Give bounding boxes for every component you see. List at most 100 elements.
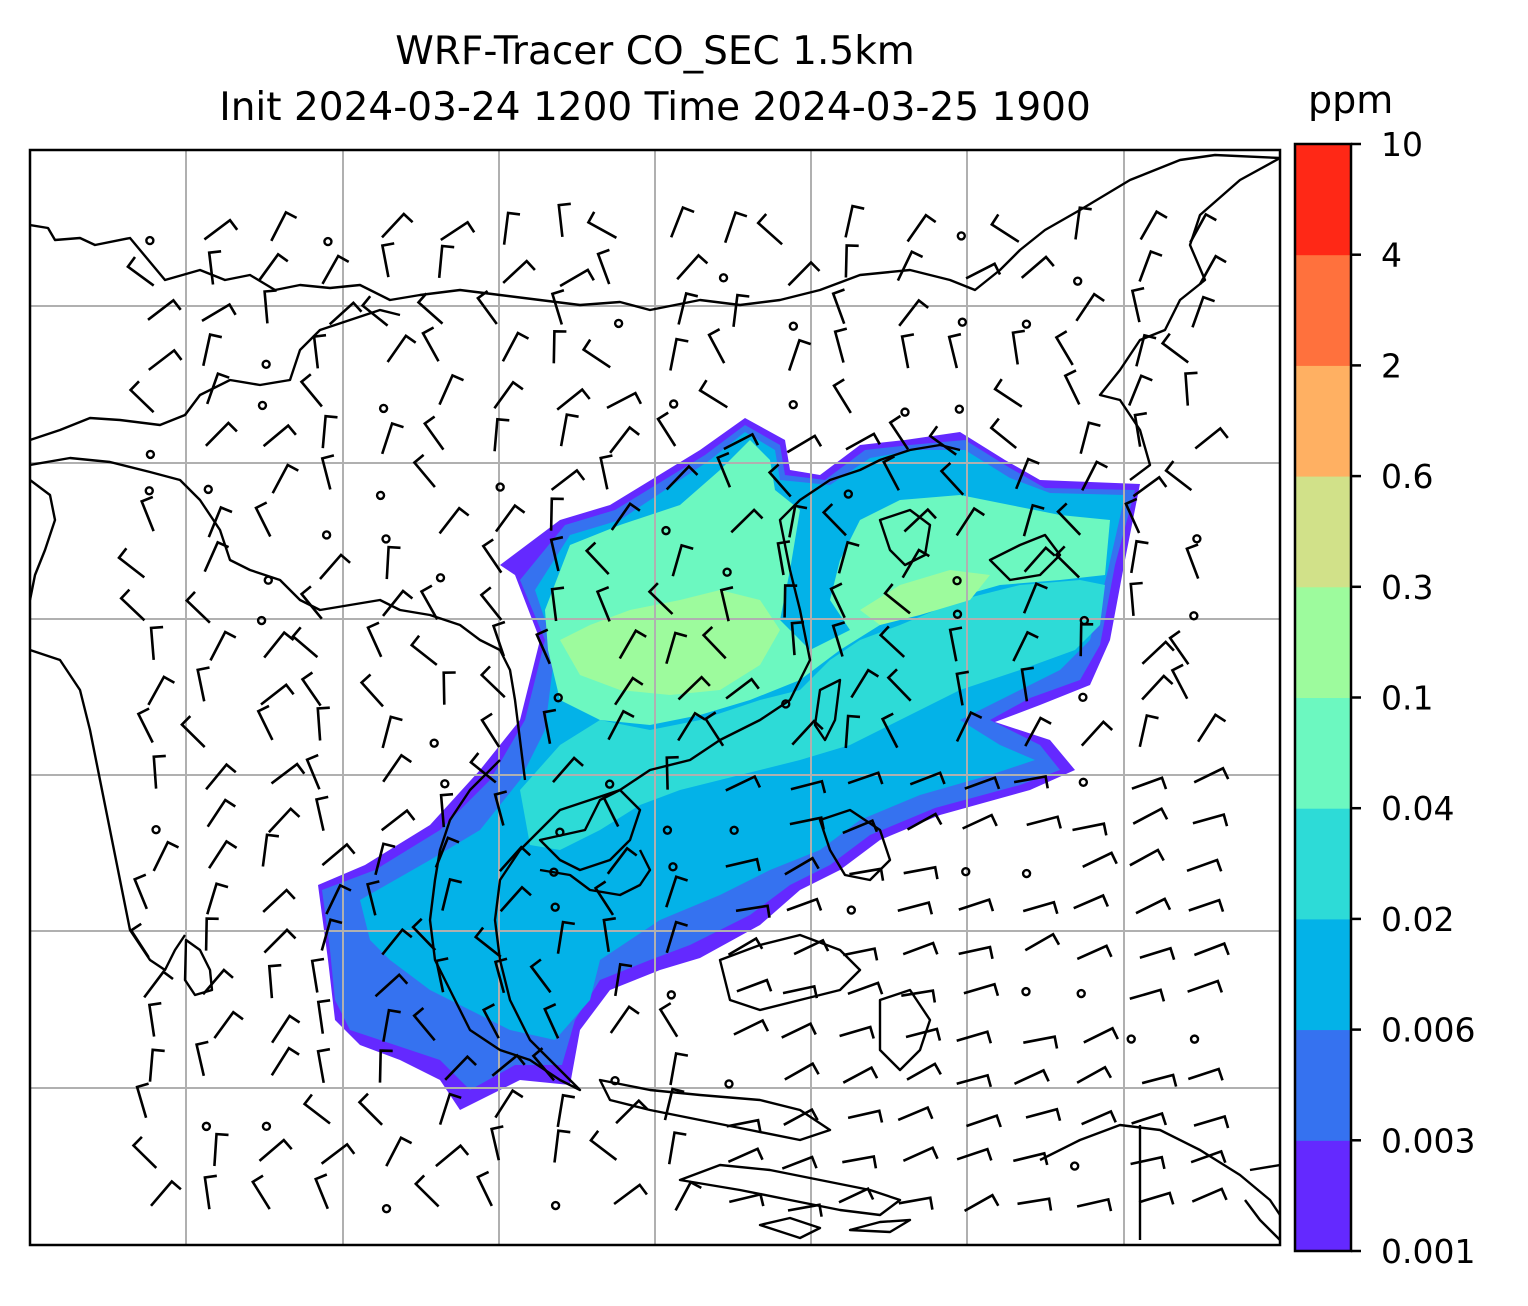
wind-barb: [844, 714, 861, 749]
wind-barb: [263, 928, 297, 954]
calm-wind-marker: [145, 449, 156, 460]
wind-barb: [531, 1047, 556, 1082]
wind-barb: [1188, 898, 1225, 913]
calm-wind-marker: [604, 779, 615, 789]
wind-barb: [1193, 1114, 1230, 1129]
wind-barb: [316, 706, 330, 741]
wind-barb: [1131, 776, 1168, 790]
wind-barb: [152, 754, 166, 789]
wind-barb: [550, 586, 565, 622]
wind-barb: [589, 1130, 618, 1161]
wind-barb: [725, 774, 762, 792]
wind-barb: [291, 626, 319, 659]
calm-wind-marker: [952, 609, 963, 619]
wind-barb: [1168, 630, 1190, 665]
map-area: [30, 150, 1280, 1245]
wind-barb: [437, 244, 455, 279]
calm-wind-marker: [1069, 1161, 1080, 1171]
wind-barb: [903, 507, 937, 533]
calm-wind-marker: [550, 1200, 561, 1211]
wind-barb: [791, 719, 824, 746]
wind-barb: [897, 1105, 934, 1122]
colorbar-segment: [1295, 918, 1351, 1031]
calm-wind-marker: [381, 534, 391, 544]
wind-barb: [543, 1003, 560, 1039]
colorbar-segment: [1295, 254, 1351, 366]
wind-barb: [1081, 460, 1108, 491]
wind-barb: [906, 1062, 942, 1081]
wind-barb: [667, 1131, 687, 1165]
wind-barb: [1074, 206, 1092, 240]
wind-barb: [901, 989, 937, 1003]
wind-barb: [1063, 369, 1081, 405]
coastline: [718, 933, 862, 1012]
wind-barb: [494, 1088, 524, 1119]
calm-wind-marker: [900, 407, 910, 417]
wind-barb: [596, 248, 611, 285]
wind-barb: [366, 621, 383, 658]
wind-barb: [1022, 900, 1059, 915]
wind-barb: [584, 541, 610, 575]
wind-barb: [829, 582, 846, 619]
wind-barb: [148, 348, 183, 371]
wind-barb: [898, 298, 929, 327]
wind-barb: [956, 1147, 993, 1161]
wind-barb: [903, 865, 939, 880]
wind-barb: [494, 503, 526, 533]
wind-barb: [1133, 411, 1148, 447]
wind-barb: [180, 715, 206, 749]
calm-wind-marker: [954, 404, 965, 414]
wind-barb: [270, 762, 306, 785]
coastline: [538, 788, 642, 872]
wind-barb: [314, 1173, 330, 1210]
wind-barb: [148, 1048, 165, 1082]
calm-wind-marker: [381, 1203, 392, 1214]
coastline: [30, 308, 401, 442]
calm-wind-marker: [956, 231, 967, 241]
wind-barb: [606, 391, 643, 410]
wind-barb: [316, 1047, 331, 1084]
calm-wind-marker: [549, 867, 559, 877]
wind-barb: [993, 378, 1023, 408]
wind-barb: [1194, 426, 1229, 450]
wind-barb: [1023, 1035, 1059, 1049]
wind-barb: [947, 332, 962, 369]
wind-barb: [1056, 502, 1082, 536]
coastline: [813, 678, 842, 742]
wind-barb: [263, 630, 295, 659]
wind-barb: [939, 462, 965, 496]
wind-barb: [727, 936, 764, 956]
wind-barb: [783, 584, 798, 618]
wind-barb: [438, 506, 470, 535]
wind-barb: [421, 326, 440, 362]
wind-barb: [261, 833, 280, 867]
wind-barb: [614, 676, 644, 706]
coastline: [1244, 1199, 1280, 1241]
wind-barb: [1130, 286, 1145, 323]
coastline: [758, 1216, 822, 1240]
wind-barb: [559, 268, 595, 288]
wind-barb: [316, 999, 331, 1034]
wind-barb: [550, 289, 565, 325]
wind-barb: [549, 535, 564, 572]
wind-barb: [559, 413, 579, 447]
coastline: [878, 988, 932, 1072]
wind-barb: [1193, 941, 1230, 957]
wind-barb: [476, 1170, 493, 1207]
wind-barb: [473, 926, 502, 958]
wind-barb: [703, 711, 725, 747]
calm-wind-marker: [429, 738, 439, 748]
wind-barb: [880, 712, 899, 749]
wind-barb: [258, 1138, 293, 1162]
wind-barb: [832, 378, 852, 414]
wind-barb: [669, 337, 689, 371]
calm-wind-marker: [666, 990, 677, 1000]
wind-barb: [143, 969, 174, 999]
wind-barb: [202, 333, 223, 367]
wind-barb: [671, 543, 694, 577]
wind-barb: [208, 839, 238, 869]
wind-barb: [663, 1087, 685, 1121]
wind-barb: [150, 1179, 182, 1207]
coastline: [30, 648, 186, 972]
